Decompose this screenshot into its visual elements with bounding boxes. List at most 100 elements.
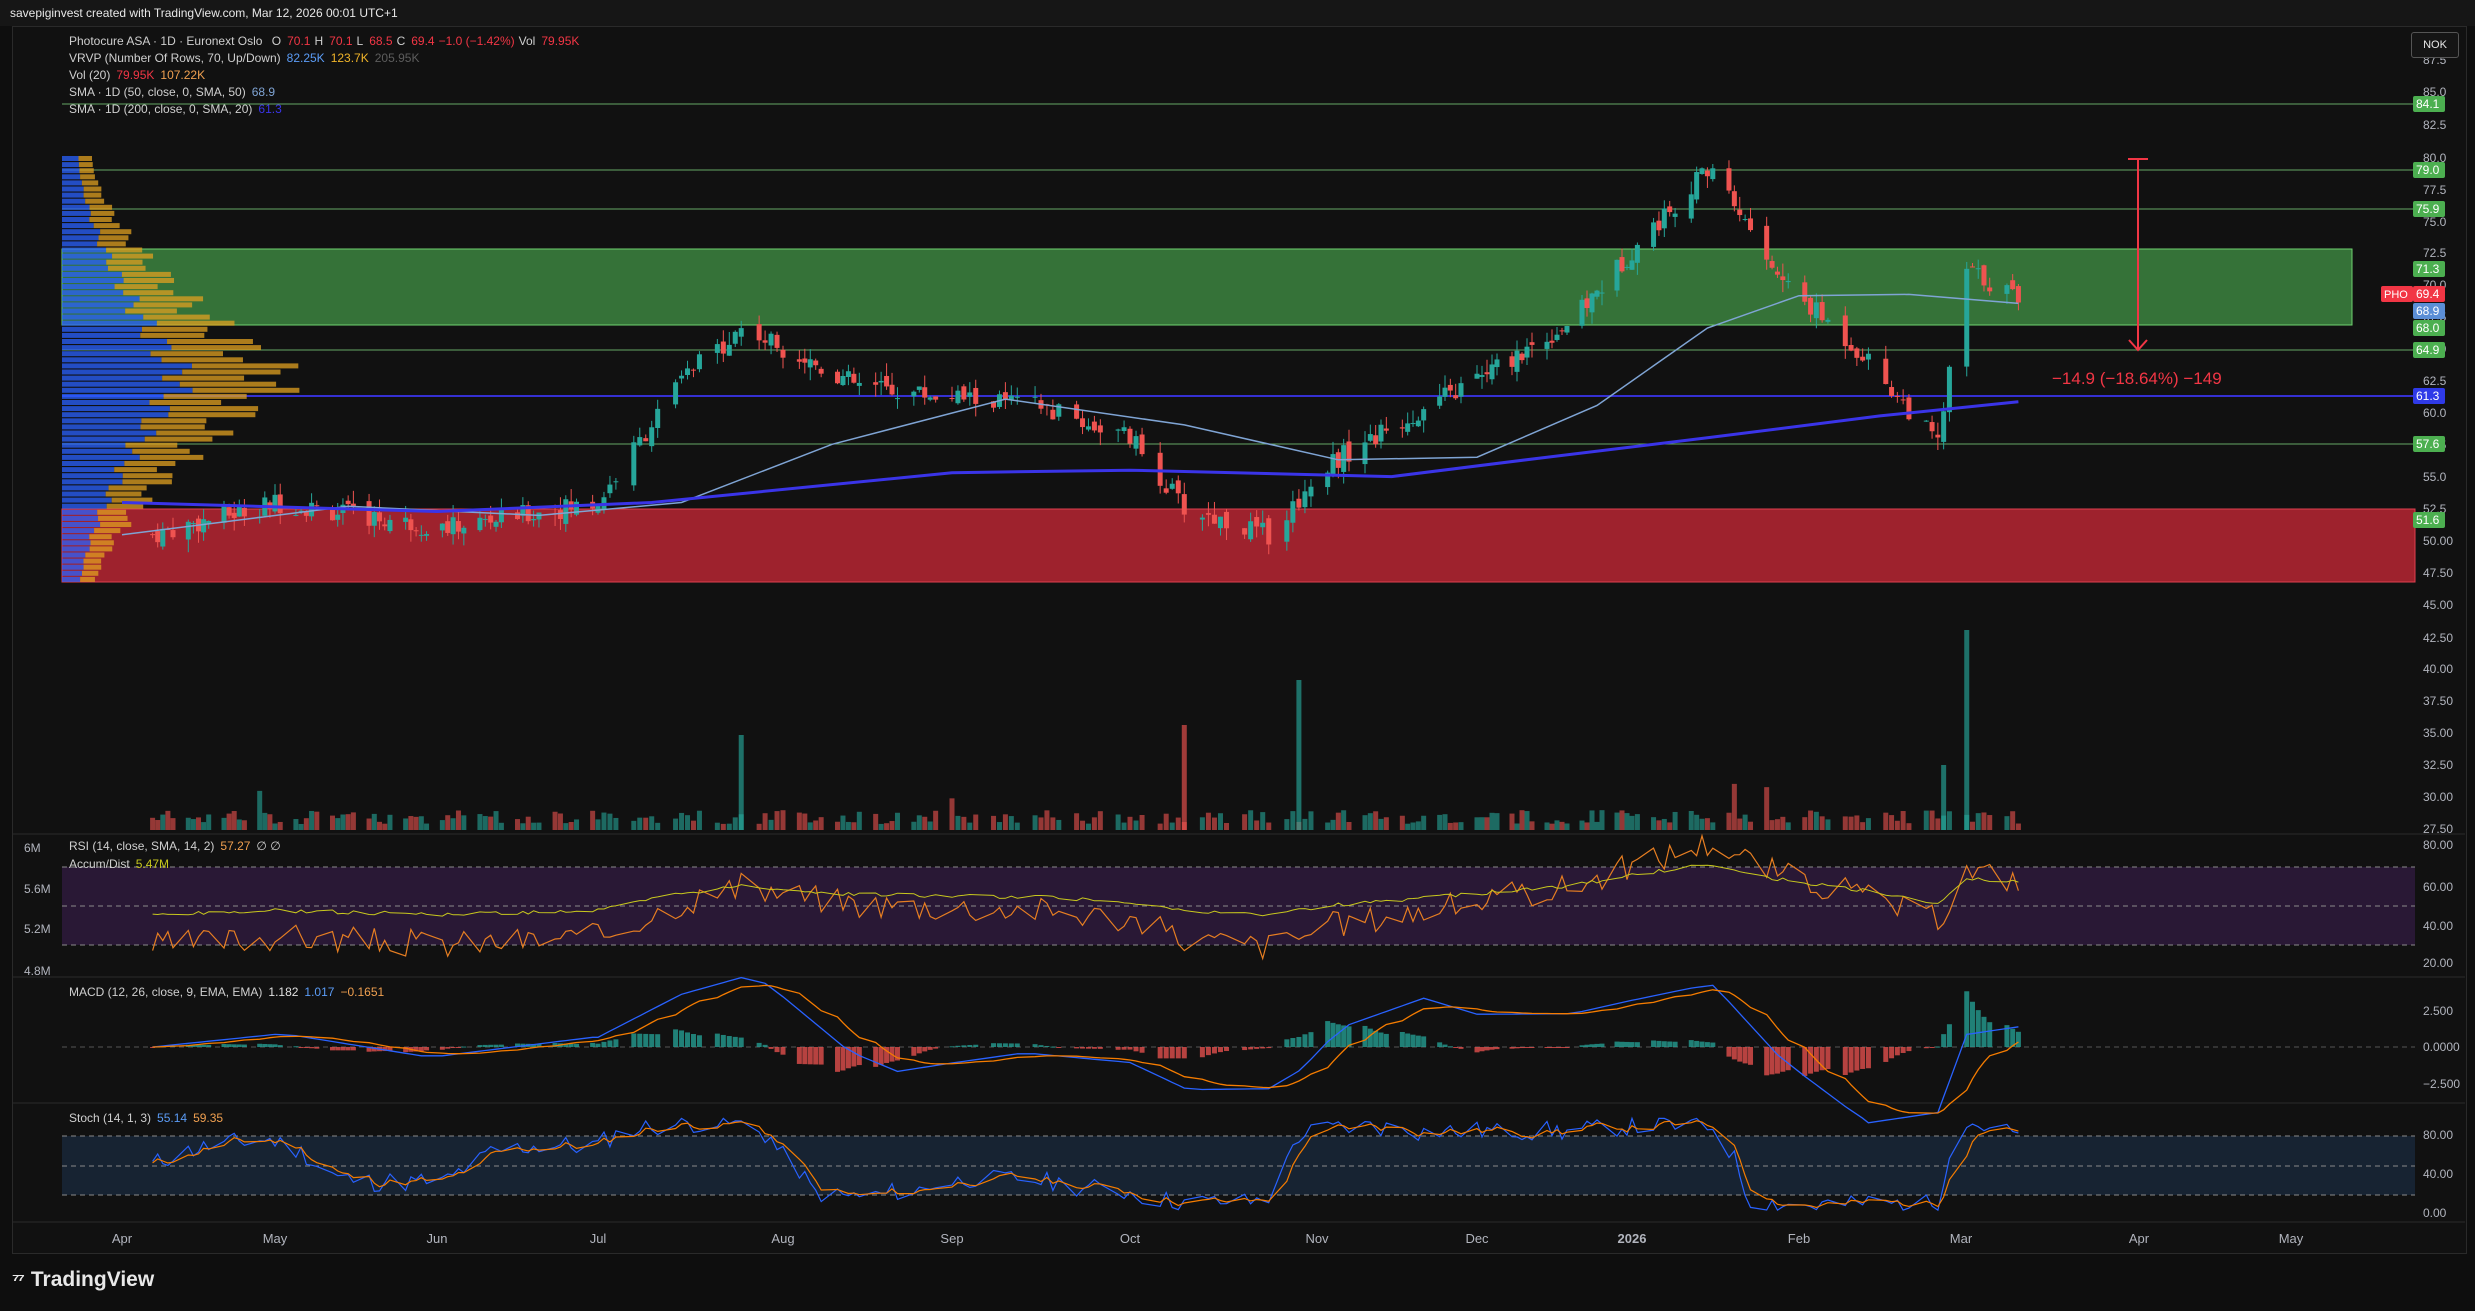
volume-bar [714,822,720,830]
vp-down-bar [139,296,204,302]
brand-name: TradingView [30,1268,155,1291]
vp-up-bar [62,180,82,186]
candle-body [1769,261,1775,268]
volume-bar [552,811,558,830]
macd-hist-bar [303,1047,309,1048]
candle-body [1865,353,1871,360]
candle-body [967,392,973,397]
stoch-b: 59.35 [193,1111,224,1125]
vp-up-bar [62,430,157,436]
volume-bar [679,812,685,830]
candle-body [1284,520,1290,542]
sma50-value: 68.9 [251,85,276,99]
candle-body [780,349,786,358]
macd-hist-bar [1494,1047,1500,1050]
macd-hist-bar [382,1047,388,1052]
chart-canvas[interactable]: 87.585.082.580.077.575.072.570.067.565.0… [0,0,2475,1260]
macd-hist-bar [1032,1044,1038,1047]
candle-body [884,375,890,387]
macd-hist-bar [1224,1047,1230,1052]
volume-bar [201,822,207,830]
candle-body [1819,302,1825,321]
price-label-bg [2413,303,2445,319]
macd-hist-bar [1296,1036,1302,1047]
price-tick: 55.0 [2423,470,2447,484]
macd-hist-bar [1217,1047,1223,1053]
stoch-a: 55.14 [157,1111,188,1125]
volume-bar [371,813,377,830]
volume-bar [1056,819,1062,830]
volume-bars [150,630,2021,830]
candle-body [1091,421,1097,431]
candle-body [445,521,451,533]
macd-hist-bar [1860,1047,1866,1069]
volume-bar [845,821,851,830]
macd-hist-bar [949,1046,955,1048]
volume-bar [933,810,939,830]
vp-up-bar [62,217,90,222]
vp-up-bar [62,363,192,369]
candle-body [350,503,356,507]
vp-down-bar [149,400,222,405]
volume-bar [1479,817,1485,830]
candle-body [461,527,467,534]
candle-body [762,340,768,343]
volume-bar [190,819,196,830]
time-tick: 2026 [1618,1231,1647,1246]
macd-hist-bar [649,1034,655,1047]
candle-body [1584,298,1590,309]
macd-hist-bar [1629,1042,1635,1047]
candle-body [345,500,351,505]
volume-bar [366,818,372,830]
candle-body [1410,423,1416,425]
volume-bar [329,815,335,830]
macd-hist-bar [403,1047,409,1053]
candle-body [1672,213,1678,217]
price-label: 71.3 [2416,262,2440,276]
tradingview-logo[interactable]: ⁷⁷ TradingView [12,1268,154,1292]
vp-down-bar [106,247,143,253]
macd-hist-bar [272,1044,278,1047]
volume-bar [1383,817,1389,830]
volume-bar [1981,812,1987,830]
macd-hist-bar [835,1047,841,1072]
vp-down-bar [122,473,173,479]
candle-body [1906,397,1912,420]
accum-tick: 5.6M [24,882,51,896]
volume-bar [1769,820,1775,830]
candle-body [1624,266,1630,268]
candle-body [1564,325,1570,333]
macd-hist-bar [477,1045,483,1047]
macd-hist-bar [1589,1044,1595,1047]
volume-bar [1825,819,1831,830]
volume-bar [762,813,768,830]
volume-bar [531,822,537,830]
l-label: L [356,34,364,48]
candle-body [1074,404,1080,419]
volume-bar [1139,814,1145,830]
candle-body [1346,441,1352,462]
l-value: 68.5 [369,34,393,48]
currency-button[interactable]: NOK [2411,32,2459,58]
macd-line [152,976,2019,1124]
macd-hist-bar [1284,1039,1290,1047]
vp-down-bar [179,381,277,387]
candle-body [961,386,967,400]
macd-hist-bar [1325,1021,1331,1047]
macd-hist-bar [1865,1047,1871,1069]
volume-bar [961,816,967,830]
vp-up-bar [62,198,86,204]
candle-body [973,387,979,404]
volume-bar [1549,823,1555,830]
candle-body [1437,396,1443,406]
price-tick: 40.00 [2423,662,2453,676]
macd-hist-bar [1694,1040,1700,1047]
volume-bar [813,820,819,830]
stoch-tick: 40.00 [2423,1167,2453,1181]
macd-hist-bar [1987,1022,1993,1047]
volume-bar [1367,813,1373,830]
volume-bar [520,823,526,830]
volume-bar [590,810,596,830]
price-tick: 85.0 [2423,85,2447,99]
candle-body [366,501,372,526]
